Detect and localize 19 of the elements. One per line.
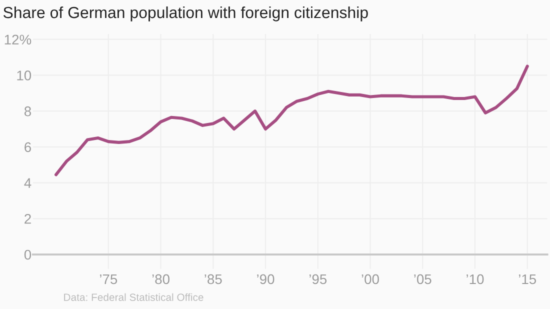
x-tick-label: ’85: [204, 274, 222, 284]
y-tick-label: 10: [17, 70, 32, 80]
y-tick-label: 6: [24, 142, 31, 152]
x-tick-label: ’95: [309, 274, 327, 284]
y-tick-label: 12%: [4, 34, 32, 44]
x-tick-label: ’80: [152, 274, 170, 284]
y-tick-label: 4: [24, 178, 32, 188]
y-tick-label: 8: [24, 106, 32, 116]
x-tick-label: ’05: [414, 274, 432, 284]
x-tick-label: ’15: [518, 274, 536, 284]
x-tick-label: ’00: [362, 274, 379, 284]
x-tick-label: ’10: [466, 274, 484, 284]
x-tick-label: ’75: [100, 274, 118, 284]
text: Data: Federal Statistical Office: [64, 293, 204, 301]
line-series: [54, 64, 529, 176]
x-tick-label: ’90: [257, 274, 274, 284]
chart-title: Share of German population with foreign citizenship: [3, 6, 368, 22]
y-tick-label: 0: [24, 250, 32, 260]
y-tick-label: 2: [24, 214, 31, 224]
